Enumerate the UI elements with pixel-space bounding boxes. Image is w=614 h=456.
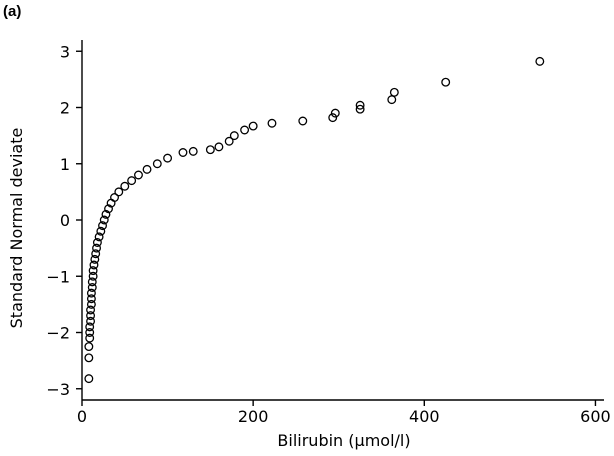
data-point xyxy=(84,353,94,363)
data-point xyxy=(298,116,308,126)
data-point xyxy=(134,170,143,180)
data-point xyxy=(224,136,234,146)
y-tick-label: −2 xyxy=(46,324,70,343)
data-point xyxy=(86,288,96,298)
data-point xyxy=(91,249,101,259)
data-point xyxy=(110,193,119,202)
data-point xyxy=(214,142,224,152)
x-axis-title: Bilirubin (μmol/l) xyxy=(277,431,410,450)
data-point xyxy=(88,271,98,281)
data-point xyxy=(229,131,239,141)
data-point xyxy=(96,226,106,236)
y-axis-title: Standard Normal deviate xyxy=(7,128,26,329)
data-point xyxy=(267,118,277,128)
data-point xyxy=(152,159,162,169)
data-point xyxy=(94,232,104,242)
data-point xyxy=(188,146,198,156)
data-point xyxy=(86,316,96,326)
x-tick-label: 200 xyxy=(238,407,269,426)
x-tick-label: 0 xyxy=(77,407,87,426)
data-point xyxy=(88,266,98,276)
data-point xyxy=(90,254,100,264)
data-point xyxy=(99,215,109,225)
data-point xyxy=(85,322,95,332)
data-point xyxy=(92,238,102,247)
data-points xyxy=(84,56,545,384)
data-point xyxy=(389,87,399,97)
data-point xyxy=(98,221,107,231)
data-point xyxy=(85,328,95,337)
data-point xyxy=(85,333,95,343)
data-point xyxy=(441,77,451,87)
y-tick-label: 3 xyxy=(60,42,70,61)
y-tick-label: −3 xyxy=(46,380,70,399)
data-point xyxy=(104,204,113,214)
data-point xyxy=(114,187,124,197)
data-point xyxy=(92,243,101,253)
data-point xyxy=(330,108,340,118)
data-point xyxy=(178,148,188,157)
data-point xyxy=(142,164,152,174)
data-point xyxy=(84,374,94,384)
data-point xyxy=(86,299,96,309)
data-point xyxy=(240,125,250,135)
y-tick-label: 2 xyxy=(60,99,70,118)
data-point xyxy=(86,294,96,304)
data-point xyxy=(87,277,97,287)
data-point xyxy=(535,56,545,66)
y-tick-label: −1 xyxy=(46,267,70,286)
panel-label: (a) xyxy=(3,3,21,20)
x-tick-label: 600 xyxy=(580,407,611,426)
data-point xyxy=(355,104,365,114)
axes: −3 −2 −1 0 1 2 3 0 200 400 600 xyxy=(46,40,611,426)
data-point xyxy=(120,181,130,191)
y-tick-label: 1 xyxy=(60,155,70,174)
data-point xyxy=(89,260,99,270)
data-point xyxy=(205,145,215,155)
data-point xyxy=(248,121,258,131)
data-point xyxy=(328,113,338,123)
y-tick-label: 0 xyxy=(60,211,70,230)
x-tick-label: 400 xyxy=(409,407,440,426)
data-point xyxy=(86,311,96,321)
data-point xyxy=(84,342,94,352)
data-point xyxy=(86,305,96,315)
data-point xyxy=(87,283,97,292)
data-point xyxy=(101,209,111,219)
data-point xyxy=(127,176,137,186)
data-point xyxy=(163,153,173,163)
data-point xyxy=(355,100,365,110)
data-point xyxy=(387,95,397,105)
